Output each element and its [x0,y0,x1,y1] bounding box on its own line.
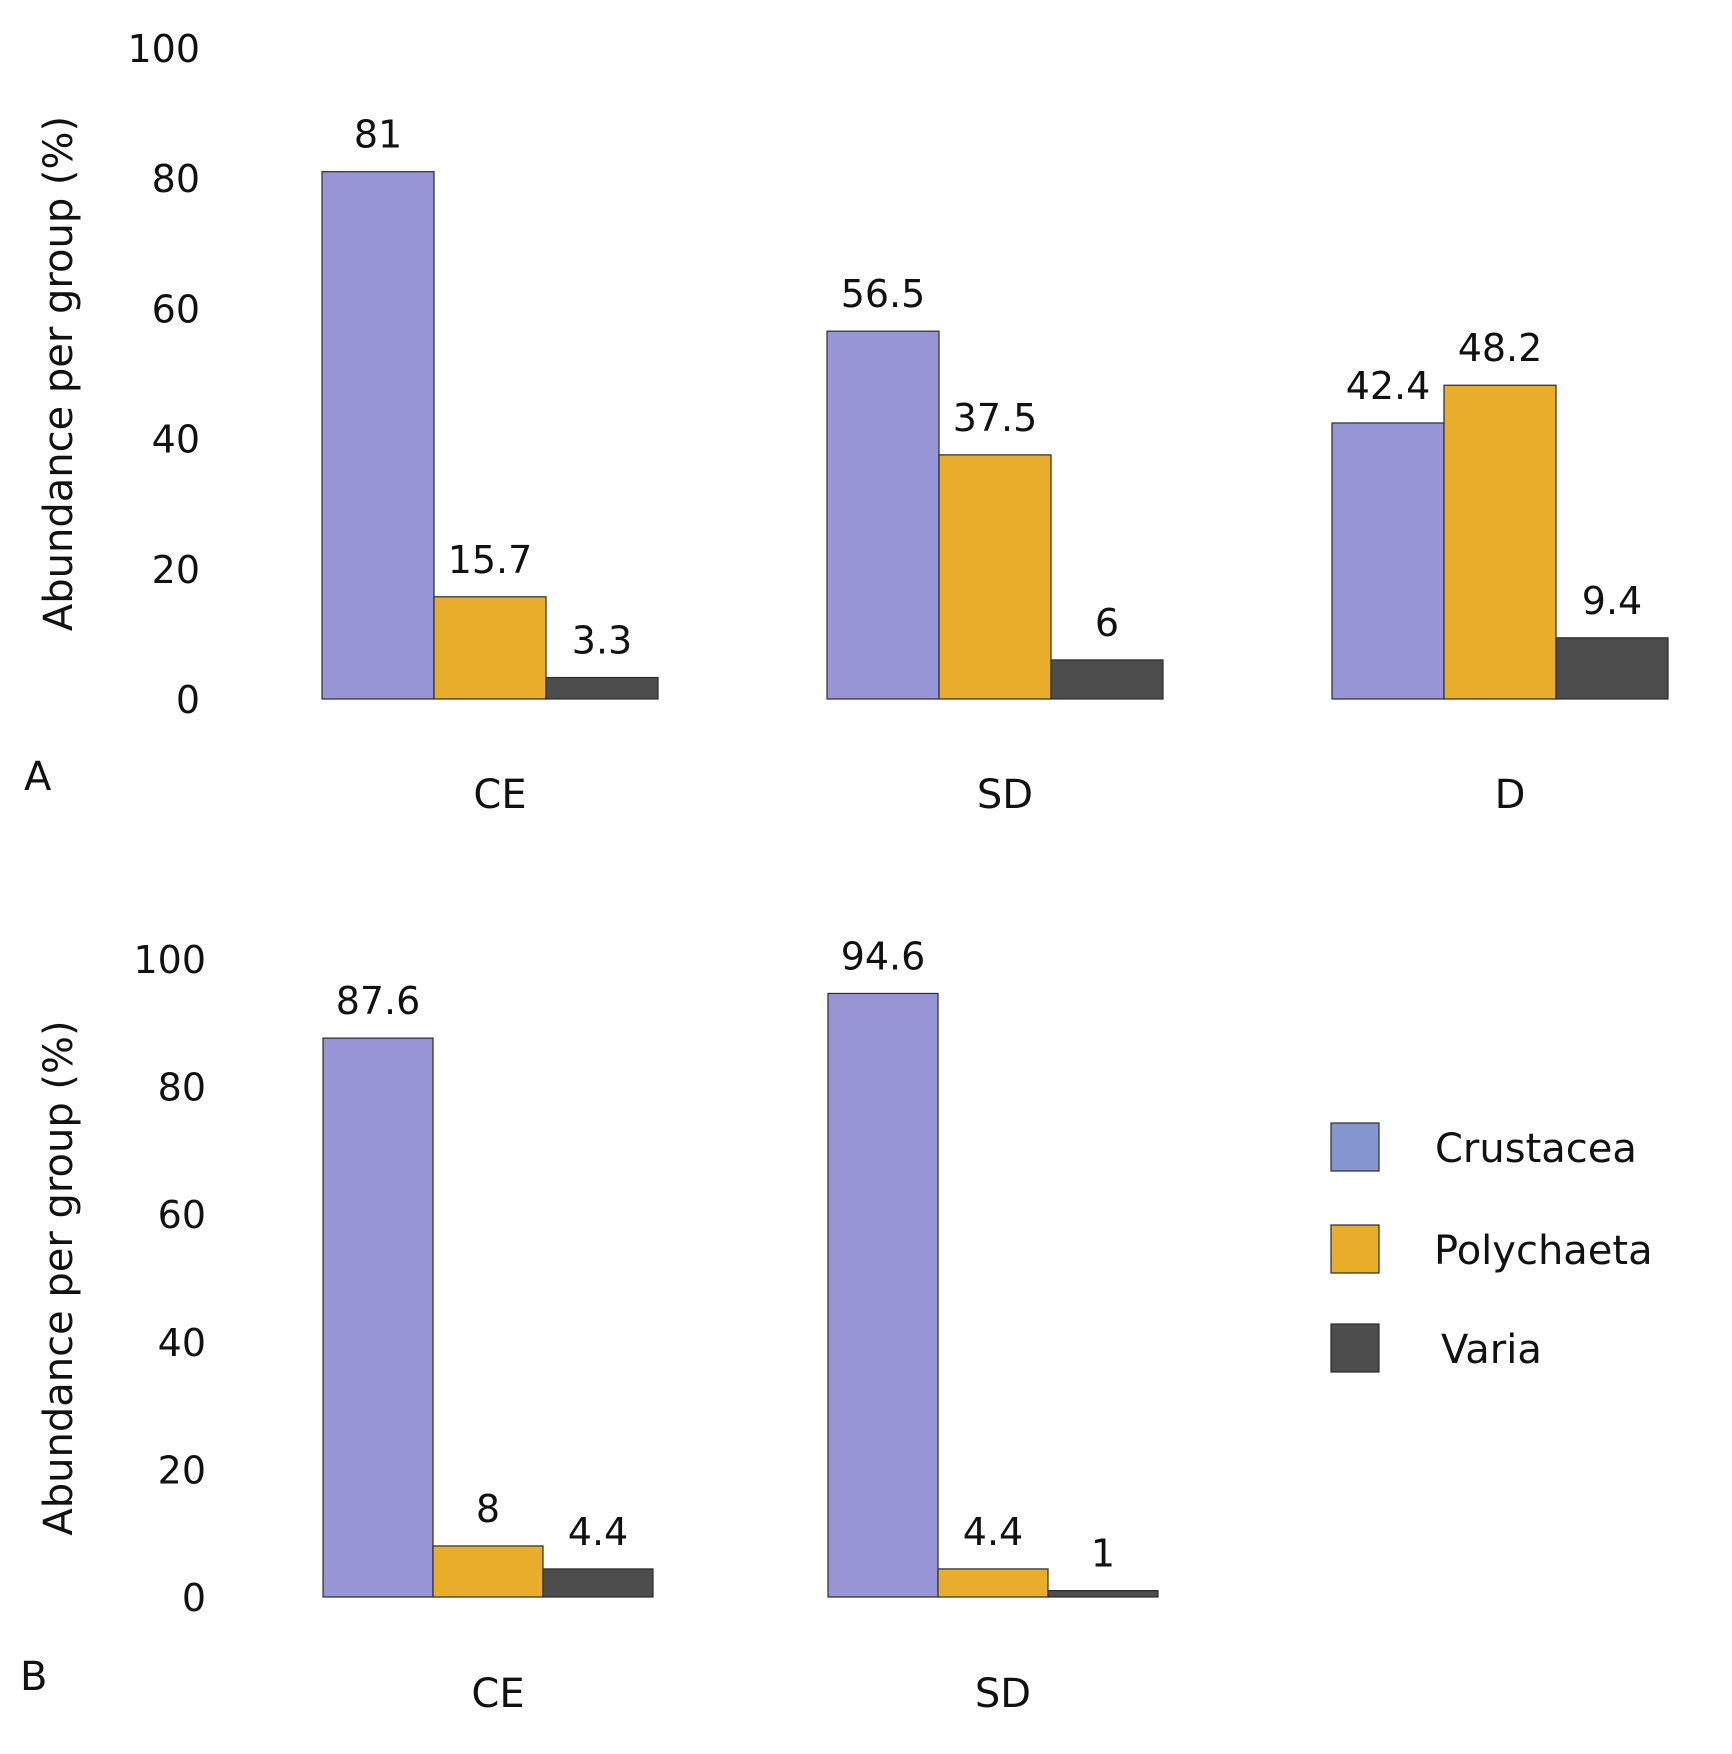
panel-b-ytick-100: 100 [133,938,206,982]
panel-b-category-label-ce: CE [471,1671,524,1717]
panel-b-ytick-80: 80 [158,1066,206,1110]
panel-a-bar-ce-polychaeta [433,596,547,700]
panel-b-ytick-20: 20 [158,1448,206,1492]
panel-a-bar-sd-crustacea [826,330,940,700]
panel-a-category-label-sd: SD [977,772,1033,818]
panel-b-chart: 0 20 40 60 80 100 Abundance per group (%) 87.6 8… [20,934,1159,1717]
panel-b-value-label-sd-varia: 1 [1091,1532,1115,1576]
panel-b-value-label-ce-varia: 4.4 [568,1510,628,1554]
panel-a-bar-d-crustacea [1331,422,1445,700]
panel-a-bar-d-varia [1555,637,1669,700]
panel-b-ytick-40: 40 [158,1321,206,1365]
legend-label-polychaeta: Polychaeta [1434,1228,1653,1274]
panel-a-bar-d-polychaeta [1443,384,1557,700]
panel-a-value-label-sd-varia: 6 [1095,601,1119,645]
panel-b-value-label-sd-crustacea: 94.6 [841,934,926,978]
panel-a-value-label-ce-crustacea: 81 [354,113,402,157]
legend-swatch-varia [1330,1323,1380,1373]
panel-b-bar-ce-polychaeta [432,1545,544,1598]
legend-label-varia: Varia [1441,1327,1542,1373]
panel-b-bar-sd-polychaeta [937,1568,1049,1598]
panel-b-value-label-ce-polychaeta: 8 [476,1487,500,1531]
legend-swatch-crustacea [1330,1122,1380,1172]
panel-b-bar-ce-varia [542,1568,654,1598]
panel-b-bar-sd-varia [1047,1590,1159,1598]
panel-a-value-label-d-polychaeta: 48.2 [1458,326,1543,370]
panel-b-ytick-60: 60 [158,1193,206,1237]
panel-b-category-label-sd: SD [975,1671,1031,1717]
panel-a-ytick-0: 0 [176,678,200,722]
panel-b-ytick-0: 0 [182,1576,206,1620]
panel-a-y-axis-title: Abundance per group (%) [36,116,82,631]
panel-b-y-axis-title: Abundance per group (%) [36,1020,82,1535]
panel-a-value-label-d-varia: 9.4 [1582,579,1642,623]
panel-a-bar-sd-varia [1050,659,1164,700]
legend: Crustacea Polychaeta Varia [1330,1122,1653,1373]
panel-b-bar-sd-crustacea [827,992,939,1598]
panel-a-value-label-sd-polychaeta: 37.5 [953,396,1038,440]
legend-label-crustacea: Crustacea [1435,1126,1637,1172]
panel-a-ytick-80: 80 [152,157,200,201]
panel-a-category-label-ce: CE [473,772,526,818]
panel-b-label: B [20,1654,47,1700]
panel-a-value-label-ce-varia: 3.3 [572,619,632,663]
panel-a-bar-ce-varia [545,676,659,700]
panel-a-chart: 0 20 40 60 80 100 Abundance per group (%) 81 15.… [24,27,1669,818]
legend-swatch-polychaeta [1330,1224,1380,1274]
panel-b-bar-ce-crustacea [322,1037,434,1598]
panel-a-value-label-sd-crustacea: 56.5 [841,272,926,316]
panel-a-ytick-60: 60 [152,287,200,331]
panel-a-category-label-d: D [1495,772,1526,818]
panel-a-ytick-20: 20 [152,548,200,592]
panel-b-value-label-ce-crustacea: 87.6 [336,979,421,1023]
panel-a-bar-ce-crustacea [321,171,435,700]
panel-a-ytick-40: 40 [152,418,200,462]
panel-a-label: A [24,754,52,800]
panel-a-value-label-d-crustacea: 42.4 [1346,364,1431,408]
panel-a-bar-sd-polychaeta [938,454,1052,700]
panel-b-value-label-sd-polychaeta: 4.4 [963,1510,1023,1554]
panel-a-value-label-ce-polychaeta: 15.7 [448,538,533,582]
panel-a-ytick-100: 100 [127,27,200,71]
